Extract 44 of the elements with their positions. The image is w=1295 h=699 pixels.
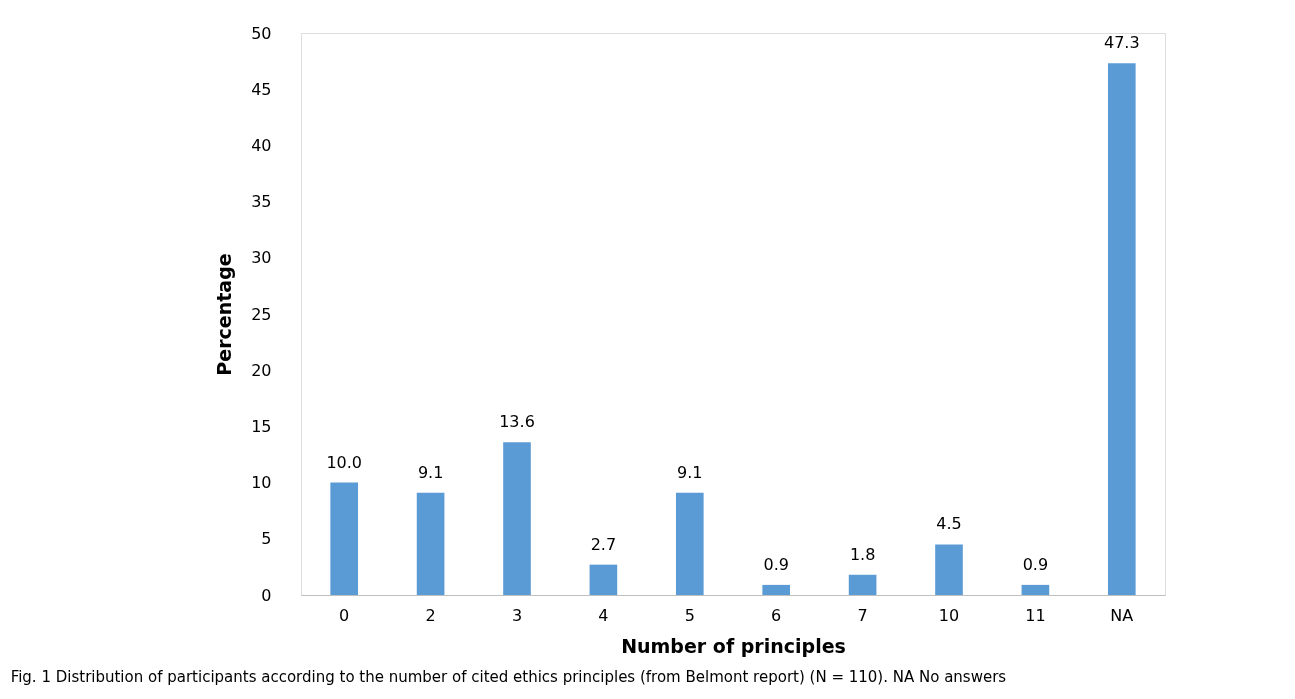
data-label: 0.9	[763, 554, 789, 574]
bar	[848, 574, 877, 595]
bar	[1107, 63, 1136, 595]
x-axis-title: Number of principles	[621, 634, 846, 657]
data-label: 4.5	[936, 514, 962, 534]
data-label: 2.7	[590, 534, 617, 554]
bar	[675, 492, 704, 595]
bar	[589, 564, 618, 595]
x-tick-label: 5	[684, 605, 695, 625]
y-tick-label: 50	[251, 23, 272, 43]
caption: Fig. 1 Distribution of participants according to the number of cited ethics principles (from Belmont report) (N = 110). NA No answers	[10, 668, 1007, 686]
bar	[762, 584, 791, 595]
data-label: 13.6	[499, 412, 535, 432]
x-tick-label: 0	[339, 605, 350, 625]
bar	[935, 544, 963, 595]
x-tick-label: 2	[425, 605, 436, 625]
data-label: 47.3	[1103, 33, 1140, 53]
data-label: 1.8	[849, 544, 876, 564]
y-tick-label: 10	[251, 473, 272, 493]
y-tick-label: 45	[251, 79, 272, 99]
x-tick-label: 11	[1025, 605, 1046, 625]
y-tick-label: 35	[251, 192, 272, 212]
bar	[330, 482, 359, 595]
bar	[503, 442, 531, 595]
x-tick-label: 6	[771, 605, 782, 625]
y-tick-label: 20	[251, 360, 272, 380]
x-tick-label: 4	[598, 605, 609, 625]
x-tick-label: NA	[1110, 605, 1134, 625]
x-tick-label: 3	[511, 605, 523, 625]
bar	[416, 492, 445, 595]
x-tick-label: 7	[857, 605, 868, 625]
y-tick-label: 40	[251, 135, 272, 155]
data-label: 0.9	[1022, 554, 1049, 574]
data-label: 9.1	[417, 462, 444, 482]
bar	[1021, 584, 1050, 595]
x-tick-label: 10	[938, 605, 960, 625]
y-tick-label: 15	[251, 416, 272, 436]
y-axis-title: Percentage	[213, 253, 236, 376]
y-tick-label: 0	[261, 585, 272, 605]
y-tick-label: 30	[251, 248, 272, 268]
y-tick-label: 5	[261, 529, 272, 549]
data-label: 9.1	[677, 462, 703, 482]
y-tick-label: 25	[251, 304, 272, 324]
data-label: 10.0	[326, 452, 363, 472]
